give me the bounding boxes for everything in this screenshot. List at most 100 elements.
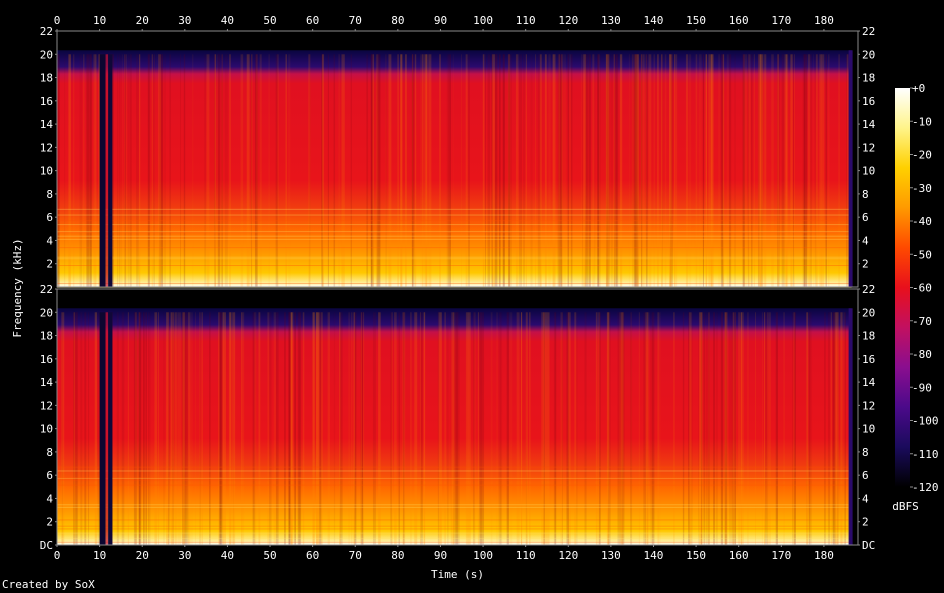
striation: [783, 312, 785, 545]
striation: [808, 312, 811, 545]
striation: [448, 54, 451, 287]
striation: [594, 54, 596, 287]
harmonic-band: [57, 238, 852, 240]
y-tick-label: 14: [40, 118, 54, 131]
x-tick-label-top: 80: [391, 14, 404, 27]
striation: [708, 312, 710, 545]
striation: [250, 54, 252, 287]
striation: [715, 312, 718, 545]
x-tick-label: 120: [558, 549, 578, 562]
y-tick-label: 20: [862, 48, 875, 61]
striation: [254, 54, 258, 287]
striation: [437, 312, 439, 545]
striation: [420, 312, 422, 545]
striation: [701, 312, 703, 545]
striation: [252, 312, 256, 545]
striation: [621, 312, 625, 545]
striation: [320, 312, 323, 545]
striation: [761, 54, 764, 287]
striation: [548, 54, 551, 287]
striation: [722, 54, 724, 287]
striation: [809, 312, 813, 545]
striation: [549, 312, 551, 545]
striation: [209, 312, 211, 545]
striation: [586, 54, 588, 287]
striation: [520, 312, 523, 545]
striation: [298, 312, 302, 545]
striation: [177, 312, 181, 545]
striation: [793, 54, 794, 287]
striation: [621, 312, 623, 545]
striation: [414, 312, 415, 545]
striation: [199, 312, 201, 545]
striation: [500, 312, 503, 545]
striation: [451, 312, 455, 545]
striation: [724, 312, 727, 545]
striation: [136, 54, 139, 287]
striation: [535, 54, 537, 287]
striation: [423, 312, 426, 545]
y-axis-label: Frequency (kHz): [11, 238, 24, 337]
striation: [498, 54, 501, 287]
striation: [487, 54, 491, 287]
x-tick-label: 30: [178, 549, 191, 562]
striation: [839, 312, 843, 545]
striation: [516, 312, 520, 545]
striation: [400, 54, 403, 287]
striation: [284, 312, 286, 545]
striation: [154, 312, 158, 545]
striation: [807, 54, 811, 287]
striation: [57, 54, 60, 287]
striation: [259, 54, 262, 287]
striation: [219, 312, 222, 545]
x-tick-label: 170: [771, 549, 791, 562]
striation: [638, 312, 640, 545]
striation: [543, 312, 547, 545]
y-tick-label: 18: [40, 330, 53, 343]
striation: [743, 54, 745, 287]
striation: [530, 54, 533, 287]
striation: [376, 54, 380, 287]
striation: [689, 312, 692, 545]
striation: [607, 312, 611, 545]
striation: [636, 54, 639, 287]
striation: [628, 54, 630, 287]
striation: [759, 54, 763, 287]
y-tick-label: 18: [862, 72, 875, 85]
striation: [240, 54, 244, 287]
striation: [159, 54, 161, 287]
striation: [809, 54, 813, 287]
x-tick-label: 130: [601, 549, 621, 562]
striation: [583, 54, 586, 287]
striation: [199, 312, 201, 545]
striation: [758, 54, 760, 287]
striation: [803, 54, 806, 287]
striation: [221, 54, 223, 287]
striation: [509, 312, 513, 545]
striation: [84, 312, 87, 545]
striation: [138, 312, 140, 545]
striation: [341, 54, 345, 287]
striation: [621, 312, 624, 545]
harmonic-band: [57, 256, 852, 258]
x-tick-label: 10: [93, 549, 106, 562]
x-tick-label-top: 110: [516, 14, 536, 27]
striation: [258, 312, 261, 545]
striation: [361, 312, 364, 545]
y-tick-label: 10: [862, 165, 875, 178]
striation: [482, 312, 485, 545]
striation: [763, 312, 766, 545]
striation: [647, 312, 650, 545]
striation: [734, 312, 736, 545]
striation: [607, 312, 610, 545]
striation: [410, 312, 412, 545]
striation: [214, 54, 217, 287]
striation: [740, 312, 744, 545]
striation: [428, 54, 432, 287]
striation: [449, 54, 451, 287]
striation: [699, 312, 703, 545]
colorbar-tick-label: -10: [912, 115, 932, 128]
striation: [645, 54, 648, 287]
striation: [525, 312, 528, 545]
